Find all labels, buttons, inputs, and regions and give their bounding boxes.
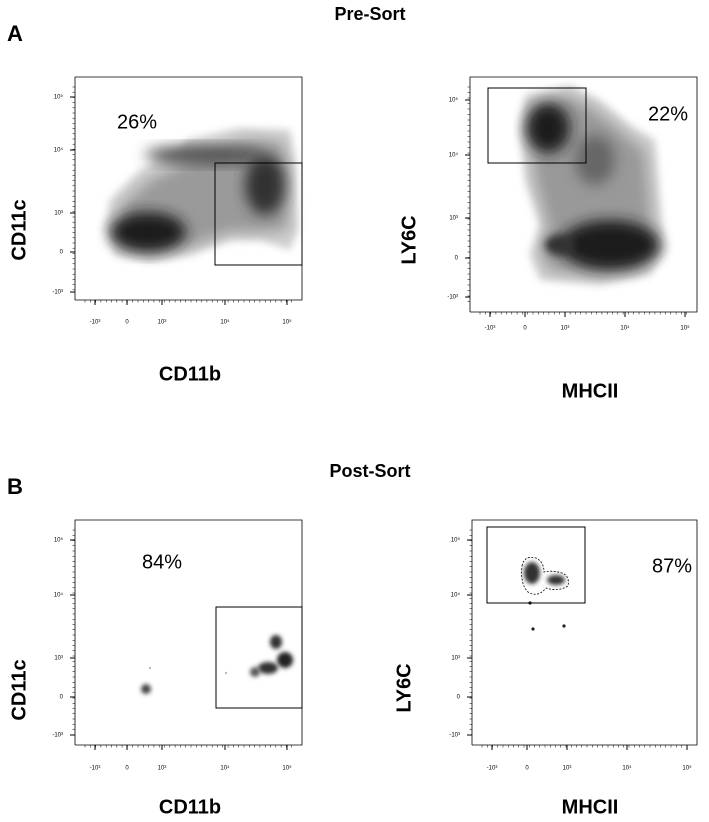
y-tick-label: 10³ bbox=[451, 656, 460, 662]
y-tick-label: -10³ bbox=[52, 290, 63, 296]
y-axis-label: CD11c bbox=[8, 659, 30, 720]
y-tick-label: 10⁴ bbox=[449, 152, 459, 159]
x-tick-label: -10³ bbox=[485, 326, 496, 332]
density-plot bbox=[520, 85, 665, 285]
gate-percent: 22% bbox=[648, 103, 688, 125]
x-tick-label: 0 bbox=[125, 320, 129, 326]
density-plot bbox=[521, 556, 569, 631]
y-axis-label: CD11c bbox=[8, 199, 30, 260]
x-tick-label: 10⁴ bbox=[622, 765, 632, 772]
gate bbox=[487, 87, 587, 164]
y-axis-label: LY6C bbox=[393, 663, 415, 712]
x-tick-label: 10³ bbox=[561, 326, 570, 332]
y-tick-label: 10³ bbox=[54, 211, 63, 217]
x-axis-label: CD11b bbox=[159, 363, 221, 385]
x-tick-label: -10³ bbox=[487, 766, 498, 772]
y-tick-label: 10⁵ bbox=[451, 537, 461, 544]
y-tick-label: -10³ bbox=[52, 733, 63, 739]
x-tick-label: 10⁵ bbox=[682, 765, 692, 772]
y-tick-label: 0 bbox=[60, 250, 64, 256]
plot-frame bbox=[74, 76, 303, 301]
y-tick-label: -10³ bbox=[449, 733, 460, 739]
y-tick-label: -10³ bbox=[447, 295, 458, 301]
x-tick-label: 10⁵ bbox=[680, 325, 690, 332]
x-tick-label: -10³ bbox=[90, 766, 101, 772]
x-tick-label: 0 bbox=[523, 326, 527, 332]
y-tick-label: 10⁵ bbox=[54, 94, 64, 101]
plot-frame bbox=[74, 519, 303, 746]
x-tick-label: 0 bbox=[125, 766, 129, 772]
x-axis-label: CD11b bbox=[159, 796, 221, 818]
x-tick-label: 10⁴ bbox=[220, 319, 230, 326]
gate-percent: 87% bbox=[652, 555, 692, 577]
x-tick-label: 10³ bbox=[158, 766, 167, 772]
gate-percent: 84% bbox=[142, 551, 182, 573]
panel-label: A bbox=[7, 21, 23, 46]
y-tick-label: 10⁴ bbox=[451, 592, 461, 599]
gate bbox=[486, 526, 586, 604]
x-tick-label: 0 bbox=[525, 766, 529, 772]
x-axis-label: MHCII bbox=[562, 380, 619, 402]
y-tick-label: 10³ bbox=[449, 216, 458, 222]
x-axis-label: MHCII bbox=[562, 796, 619, 818]
panel-title: Pre-Sort bbox=[334, 4, 405, 24]
y-tick-label: 0 bbox=[455, 256, 459, 262]
panel-title: Post-Sort bbox=[330, 461, 411, 481]
x-tick-label: -10³ bbox=[90, 320, 101, 326]
y-tick-label: 0 bbox=[457, 695, 461, 701]
x-tick-label: 10³ bbox=[563, 766, 572, 772]
y-tick-label: 0 bbox=[60, 695, 64, 701]
x-tick-label: 10⁵ bbox=[282, 319, 292, 326]
y-tick-label: 10⁴ bbox=[54, 147, 64, 154]
density-plot bbox=[141, 635, 293, 694]
gate-percent: 26% bbox=[117, 111, 157, 133]
density-plot bbox=[105, 128, 298, 262]
x-tick-label: 10⁵ bbox=[282, 765, 292, 772]
y-tick-label: 10⁵ bbox=[449, 97, 459, 104]
y-tick-label: 10⁴ bbox=[54, 592, 64, 599]
y-axis-label: LY6C bbox=[398, 215, 420, 264]
x-tick-label: 10³ bbox=[158, 320, 167, 326]
x-tick-label: 10⁴ bbox=[620, 325, 630, 332]
x-tick-label: 10⁴ bbox=[220, 765, 230, 772]
panel-label: B bbox=[7, 474, 23, 499]
y-tick-label: 10⁵ bbox=[54, 537, 64, 544]
y-tick-label: 10³ bbox=[54, 656, 63, 662]
